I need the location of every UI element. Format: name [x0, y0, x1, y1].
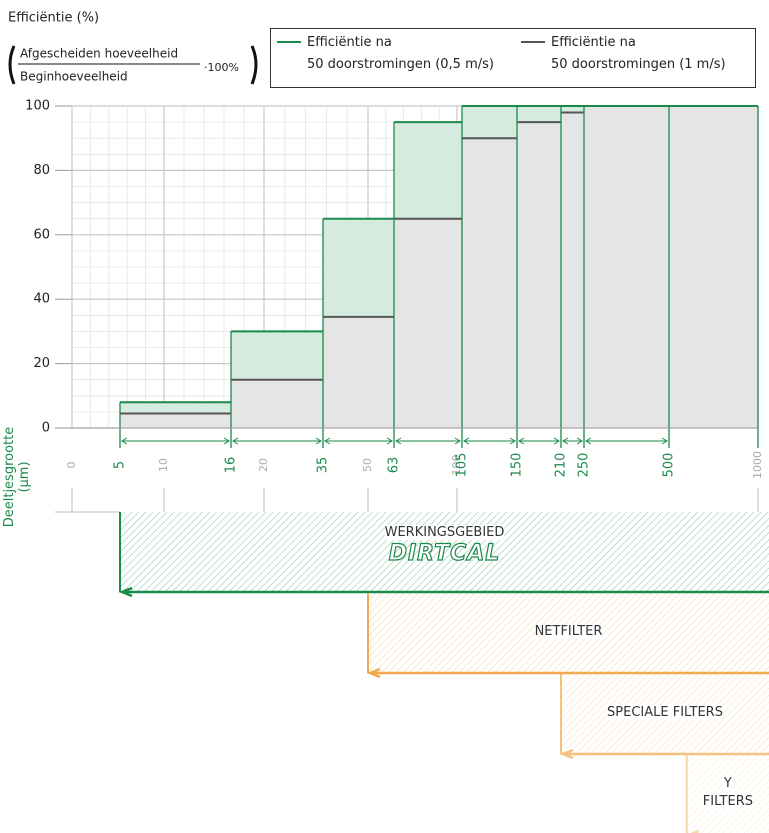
- step-area: [561, 112, 584, 428]
- legend: Efficiëntie na 50 doorstromingen (0,5 m/…: [270, 28, 756, 88]
- bin-label: 16: [224, 457, 239, 474]
- range-label-text: WERKINGSGEBIED: [384, 525, 505, 540]
- y-tick-label: 100: [25, 99, 50, 114]
- step-area: [120, 413, 231, 428]
- x-tick-label: 1000: [751, 451, 764, 479]
- bin-arrow: [121, 437, 230, 445]
- bin-label: 105: [455, 453, 470, 478]
- y-tick-label: 80: [33, 163, 50, 178]
- y-tick-label: 0: [42, 421, 50, 436]
- step-area: [517, 122, 561, 428]
- bin-arrow: [232, 437, 322, 445]
- y-tick-label: 40: [33, 292, 50, 307]
- step-area: [323, 316, 394, 428]
- range-arrow: [690, 829, 700, 833]
- bin-arrow: [395, 437, 461, 445]
- range-label-text: Y FILTERS: [702, 776, 753, 809]
- legend-swatch: [521, 41, 545, 43]
- y-tick-label: 60: [33, 227, 50, 242]
- x-tick-label: 50: [361, 458, 374, 472]
- range-label: Y FILTERS: [687, 775, 769, 811]
- range-label: NETFILTER: [368, 623, 769, 641]
- legend-label: Efficiëntie na 50 doorstromingen (0,5 m/…: [307, 35, 494, 72]
- range-label-text: NETFILTER: [534, 624, 603, 639]
- bin-label: 150: [510, 453, 525, 478]
- step-area: [584, 106, 669, 428]
- legend-swatch: [277, 41, 301, 43]
- bin-label: 5: [113, 461, 128, 469]
- paren-right: [250, 45, 258, 85]
- formula-numerator: Afgescheiden hoeveelheid: [20, 47, 178, 61]
- range-arrow: [118, 586, 769, 598]
- step-area: [394, 218, 462, 428]
- bin-label: 63: [387, 457, 402, 474]
- x-tick-label: 100: [450, 455, 463, 476]
- range-arrow: [559, 748, 769, 760]
- x-tick-label: 0: [65, 462, 78, 469]
- bin-arrow: [324, 437, 393, 445]
- range-arrow: [366, 667, 769, 679]
- bin-label: 210: [554, 453, 569, 478]
- range-label: WERKINGSGEBIED DIRTCAL: [120, 524, 769, 566]
- formula-denominator: Beginhoeveelheid: [20, 70, 128, 84]
- range-brand: DIRTCAL: [388, 541, 501, 566]
- bin-arrow: [463, 437, 516, 445]
- paren-left: [8, 45, 16, 85]
- y-title: Efficiëntie (%): [8, 11, 99, 26]
- legend-label: Efficiëntie na 50 doorstromingen (1 m/s): [551, 35, 726, 72]
- bin-label: 35: [316, 457, 331, 474]
- bin-label: 500: [662, 453, 677, 478]
- bin-arrow: [585, 437, 668, 445]
- x-tick-label: 10: [157, 458, 170, 472]
- bin-arrow: [518, 437, 560, 445]
- bin-label: 250: [577, 453, 592, 478]
- range-label: SPECIALE FILTERS: [561, 704, 769, 722]
- step-area: [669, 106, 758, 428]
- step-area: [231, 379, 323, 428]
- range-label-text: SPECIALE FILTERS: [607, 705, 723, 720]
- bin-arrow: [562, 437, 583, 445]
- step-area: [462, 138, 517, 428]
- x-tick-label: 20: [257, 458, 270, 472]
- y-tick-label: 20: [33, 356, 50, 371]
- formula-factor: ·100%: [204, 61, 239, 74]
- x-axis-label: Deeltjesgrootte (μm): [2, 426, 32, 528]
